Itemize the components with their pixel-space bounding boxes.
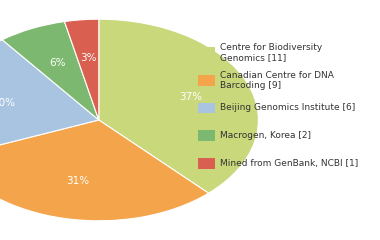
Text: 3%: 3% bbox=[80, 53, 97, 63]
Wedge shape bbox=[0, 120, 209, 221]
Text: 20%: 20% bbox=[0, 98, 15, 108]
Wedge shape bbox=[0, 40, 99, 157]
Text: Mined from GenBank, NCBI [1]: Mined from GenBank, NCBI [1] bbox=[220, 159, 359, 168]
FancyBboxPatch shape bbox=[198, 102, 215, 113]
FancyBboxPatch shape bbox=[198, 158, 215, 168]
FancyBboxPatch shape bbox=[198, 47, 215, 58]
Text: Macrogen, Korea [2]: Macrogen, Korea [2] bbox=[220, 131, 311, 140]
Text: 31%: 31% bbox=[66, 176, 89, 186]
Text: 6%: 6% bbox=[49, 58, 65, 68]
FancyBboxPatch shape bbox=[198, 130, 215, 141]
Wedge shape bbox=[65, 19, 99, 120]
Text: Canadian Centre for DNA
Barcoding [9]: Canadian Centre for DNA Barcoding [9] bbox=[220, 71, 334, 90]
Text: 37%: 37% bbox=[179, 92, 202, 102]
Text: Beijing Genomics Institute [6]: Beijing Genomics Institute [6] bbox=[220, 103, 356, 113]
Text: Centre for Biodiversity
Genomics [11]: Centre for Biodiversity Genomics [11] bbox=[220, 43, 323, 62]
Wedge shape bbox=[99, 19, 258, 193]
FancyBboxPatch shape bbox=[198, 75, 215, 86]
Wedge shape bbox=[2, 22, 99, 120]
